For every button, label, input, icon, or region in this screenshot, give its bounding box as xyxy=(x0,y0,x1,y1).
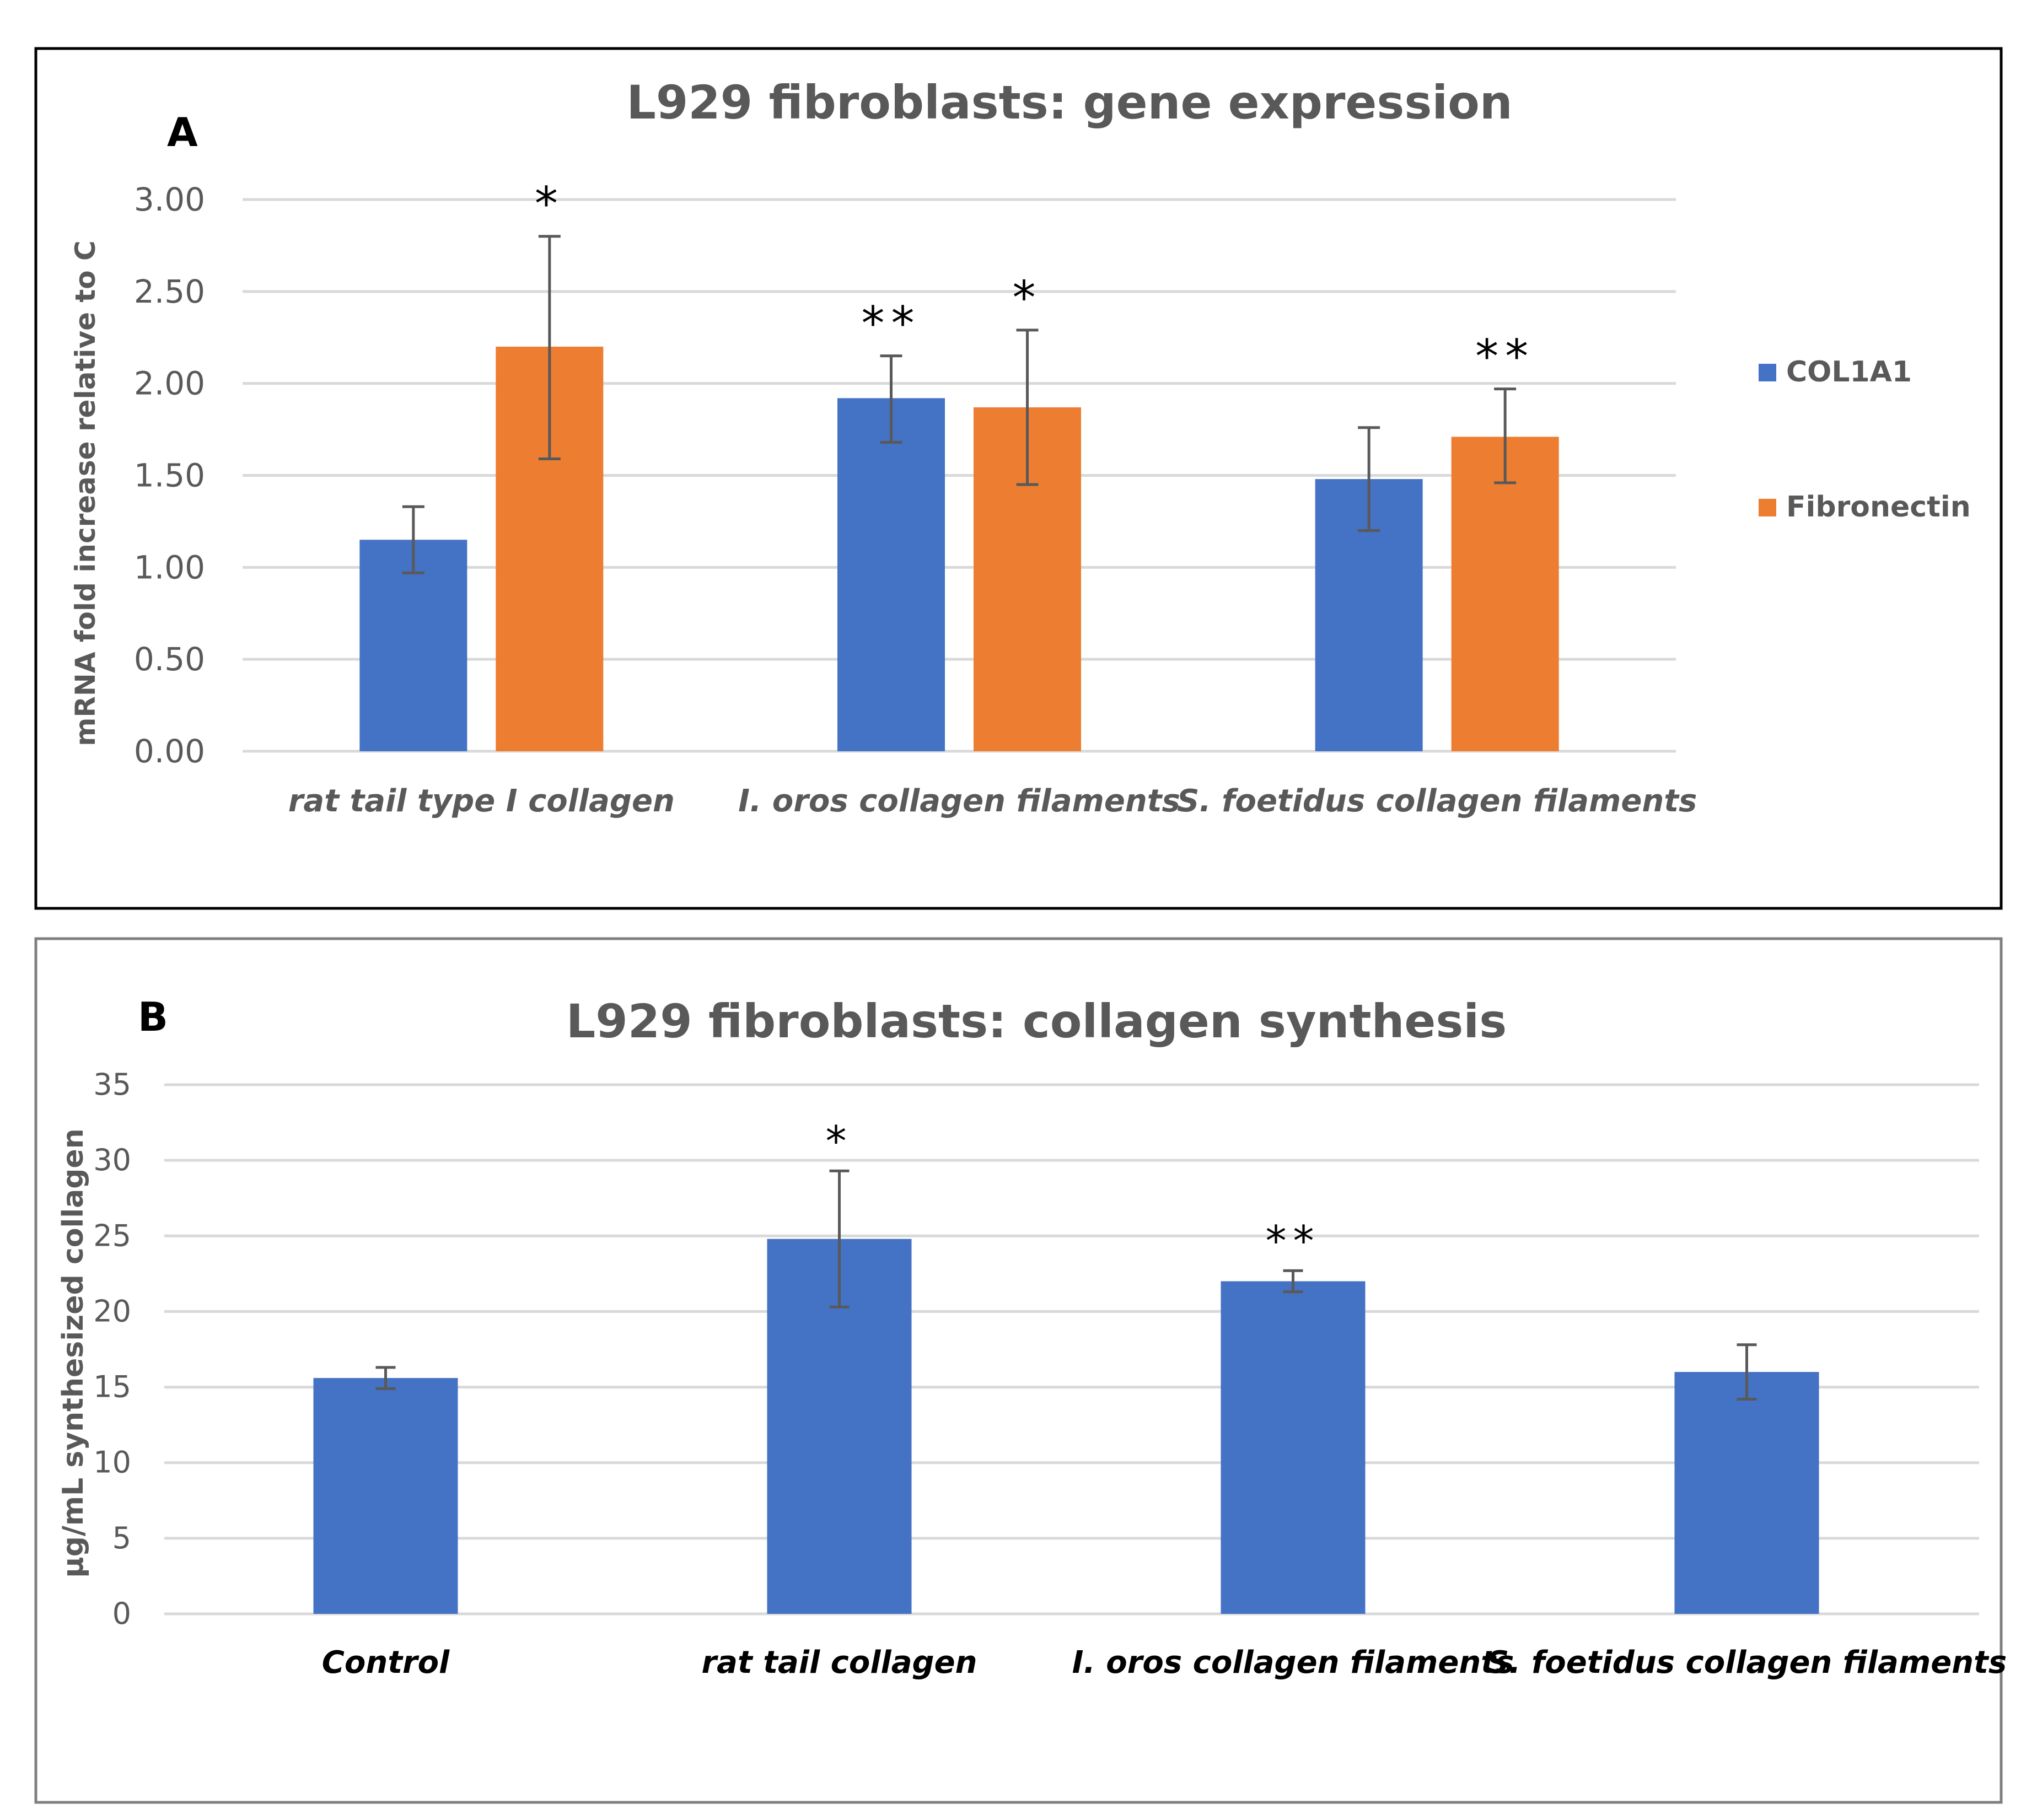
panel-b-y-tick-labels: 0 5 10 15 20 25 30 35 xyxy=(93,1067,131,1631)
y-tick-label: 1.50 xyxy=(134,457,205,494)
category-label: rat tail collagen xyxy=(702,1645,977,1681)
y-tick-label: 25 xyxy=(93,1218,131,1253)
panel-b: B L929 fibroblasts: collagen synthesis µ… xyxy=(34,937,2007,1804)
significance-marker: * xyxy=(1013,271,1042,325)
significance-marker: ** xyxy=(1266,1216,1321,1265)
panel-a-title: L929 fibroblasts: gene expression xyxy=(626,76,1512,130)
significance-marker: ** xyxy=(862,297,921,351)
panel-a-error-bars xyxy=(402,235,1517,574)
y-tick-label: 0.00 xyxy=(134,733,205,770)
y-tick-label: 2.00 xyxy=(134,365,205,402)
significance-marker: * xyxy=(826,1116,853,1165)
panel-a-ylabel: mRNA fold increase relative to C xyxy=(69,240,101,746)
significance-marker: * xyxy=(535,177,565,231)
category-label: Control xyxy=(322,1645,450,1681)
legend-swatch-col1a1 xyxy=(1759,364,1776,381)
panel-b-frame xyxy=(34,937,2003,1804)
legend-label-col1a1: COL1A1 xyxy=(1786,356,1912,389)
panel-b-error-bars xyxy=(375,1169,1757,1401)
panel-a-gridlines xyxy=(243,198,1676,753)
y-tick-label: 2.50 xyxy=(134,273,205,310)
y-tick-label: 0.50 xyxy=(134,640,205,678)
panel-a: A L929 fibroblasts: gene expression mRNA… xyxy=(34,47,2003,910)
y-tick-label: 0 xyxy=(112,1596,131,1631)
panel-b-category-labels: Control rat tail collagen I. oros collagen… xyxy=(322,1645,2007,1681)
category-label: I. oros collagen filaments xyxy=(1072,1645,1514,1681)
y-tick-label: 20 xyxy=(93,1294,131,1328)
bar xyxy=(313,1378,458,1614)
y-tick-label: 1.00 xyxy=(134,548,205,586)
panel-a-significance: *** *** xyxy=(535,177,1535,384)
panel-a-category-labels: rat tail type I collagen I. oros collagen… xyxy=(288,783,1697,819)
panel-b-title: L929 fibroblasts: collagen synthesis xyxy=(566,994,1507,1048)
significance-marker: ** xyxy=(1475,330,1535,384)
y-tick-label: 10 xyxy=(93,1445,131,1480)
bar-fibronectin xyxy=(1451,437,1559,751)
legend-label-fibronectin: Fibronectin xyxy=(1786,491,1971,524)
legend-swatch-fibronectin xyxy=(1759,499,1776,516)
y-tick-label: 15 xyxy=(93,1370,131,1404)
bar xyxy=(1674,1372,1819,1614)
category-label: I. oros collagen filaments xyxy=(738,783,1180,819)
panel-b-significance: *** xyxy=(826,1116,1321,1265)
bar xyxy=(1221,1281,1366,1614)
panel-a-y-tick-labels: 0.00 0.50 1.00 1.50 2.00 2.50 3.00 xyxy=(134,181,205,770)
panel-a-letter: A xyxy=(167,109,198,155)
category-label: S. foetidus collagen filaments xyxy=(1177,783,1697,819)
y-tick-label: 5 xyxy=(112,1521,131,1555)
y-tick-label: 30 xyxy=(93,1143,131,1177)
bar-col1a1 xyxy=(837,398,945,751)
panel-b-ylabel: µg/mL synthesized collagen xyxy=(57,1128,90,1577)
panel-a-legend: COL1A1 Fibronectin xyxy=(1759,356,1971,524)
y-tick-label: 3.00 xyxy=(134,181,205,218)
bar-col1a1 xyxy=(359,540,467,751)
panel-b-letter: B xyxy=(138,994,168,1040)
category-label: rat tail type I collagen xyxy=(288,783,675,819)
category-label: S. foetidus collagen filaments xyxy=(1487,1645,2007,1681)
y-tick-label: 35 xyxy=(93,1067,131,1102)
